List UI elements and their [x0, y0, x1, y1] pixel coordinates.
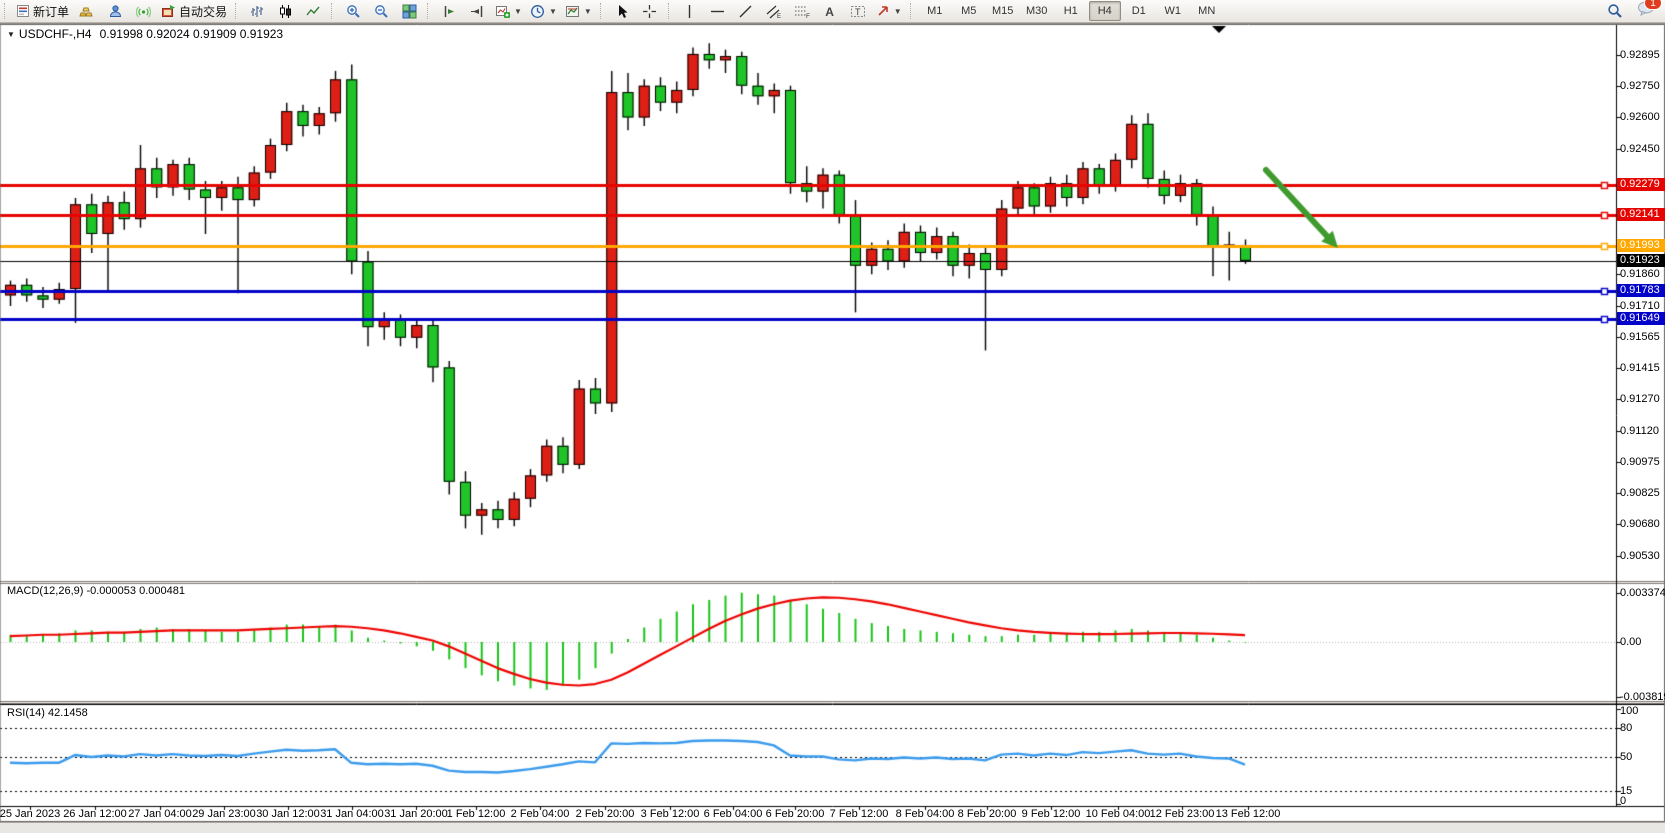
toolbar: 新订单 自动交易 [0, 0, 1665, 23]
chart-window: 0.92895 0.92750 0.92600 0.92450 0.91860 0.917… [0, 22, 1665, 824]
tf-m15-button[interactable]: M15 [992, 5, 1014, 17]
fibonacci-button[interactable]: F [789, 0, 815, 22]
cursor-icon [618, 4, 628, 18]
chart-shift-button[interactable] [464, 0, 490, 22]
new-order-button[interactable]: 新订单 [13, 0, 72, 22]
tf-m30-button[interactable]: M30 [1026, 5, 1048, 17]
candlestick-icon [279, 4, 291, 18]
line-chart-icon [305, 6, 320, 15]
new-chart-dropdown[interactable]: ▼ [492, 0, 525, 22]
chart-shift-icon [470, 5, 482, 17]
chevron-down-icon: ▼ [514, 6, 522, 16]
svg-text:T: T [855, 7, 861, 17]
period-dropdown[interactable]: ▼ [527, 0, 560, 22]
signals-button[interactable] [130, 0, 156, 22]
tf-w1-button[interactable]: W1 [1164, 5, 1181, 17]
support-button[interactable] [102, 0, 128, 22]
text-label-button[interactable]: T [845, 0, 871, 22]
fibonacci-icon: F [794, 6, 810, 19]
new-chart-icon [496, 5, 511, 18]
line-chart-button[interactable] [300, 0, 326, 22]
svg-text:E: E [777, 14, 781, 19]
support-person-icon [108, 4, 123, 18]
toolbar-grip[interactable] [235, 3, 239, 19]
chart-canvas[interactable] [0, 24, 1665, 822]
vertical-line-icon [689, 4, 691, 18]
toolbar-grip[interactable] [909, 3, 914, 19]
svg-text:A: A [825, 5, 834, 19]
zoom-in-button[interactable] [340, 0, 366, 22]
toolbar-grip[interactable] [4, 3, 8, 19]
tf-mn-button[interactable]: MN [1198, 5, 1216, 17]
bar-chart-icon [250, 5, 263, 17]
cursor-button[interactable] [609, 0, 635, 22]
horizontal-line-icon [711, 10, 725, 12]
bar-chart-button[interactable] [244, 0, 270, 22]
auto-scroll-icon [444, 5, 454, 17]
gold-bars-icon [79, 4, 95, 18]
status-bar [0, 822, 1665, 833]
text-icon: A [825, 5, 834, 19]
tf-m5-button[interactable]: M5 [961, 5, 977, 17]
signal-icon [135, 4, 151, 18]
search-button[interactable] [1602, 0, 1628, 22]
chevron-down-icon: ▼ [583, 6, 592, 16]
tf-h4-button[interactable]: H4 [1088, 1, 1121, 21]
tf-h1-button[interactable]: H1 [1063, 5, 1078, 17]
new-order-icon [16, 4, 30, 18]
new-order-label: 新订单 [33, 4, 70, 19]
tf-d1-button[interactable]: D1 [1131, 5, 1146, 17]
zoom-in-icon [346, 4, 360, 18]
svg-text:F: F [806, 13, 810, 19]
tile-windows-button[interactable] [396, 0, 422, 22]
autotrading-label: 自动交易 [179, 4, 228, 19]
tile-windows-icon [402, 4, 417, 18]
toolbar-grip[interactable] [599, 3, 604, 19]
gold-button[interactable] [74, 0, 100, 22]
vertical-line-button[interactable] [677, 0, 703, 22]
chevron-down-icon: ▼ [548, 6, 557, 16]
trendline-icon [739, 5, 752, 17]
horizontal-line-button[interactable] [705, 0, 731, 22]
clock-icon [531, 4, 544, 18]
chevron-down-icon: ▼ [893, 6, 902, 16]
toolbar-grip[interactable] [331, 3, 335, 19]
channel-icon: E [766, 5, 781, 19]
template-icon [565, 5, 579, 17]
text-button[interactable]: A [817, 0, 843, 22]
arrow-object-icon [878, 6, 888, 16]
crosshair-button[interactable] [637, 0, 663, 22]
autotrading-icon [161, 4, 176, 18]
zoom-out-icon [374, 4, 388, 18]
arrows-dropdown[interactable]: ▼ [873, 0, 905, 22]
toolbar-grip[interactable] [667, 3, 672, 19]
zoom-out-button[interactable] [368, 0, 394, 22]
notifications-button[interactable]: 1 [1637, 0, 1662, 21]
search-icon [1608, 4, 1622, 18]
notification-badge: 1 [1644, 0, 1662, 10]
crosshair-icon [643, 4, 657, 18]
trendline-button[interactable] [733, 0, 759, 22]
autotrading-button[interactable]: 自动交易 [158, 0, 230, 22]
auto-scroll-button[interactable] [436, 0, 462, 22]
equidistant-channel-button[interactable]: E [761, 0, 787, 22]
toolbar-grip[interactable] [427, 3, 431, 19]
candlestick-button[interactable] [272, 0, 298, 22]
text-label-icon: T [850, 5, 865, 17]
template-dropdown[interactable]: ▼ [562, 0, 595, 22]
tf-m1-button[interactable]: M1 [927, 5, 943, 17]
